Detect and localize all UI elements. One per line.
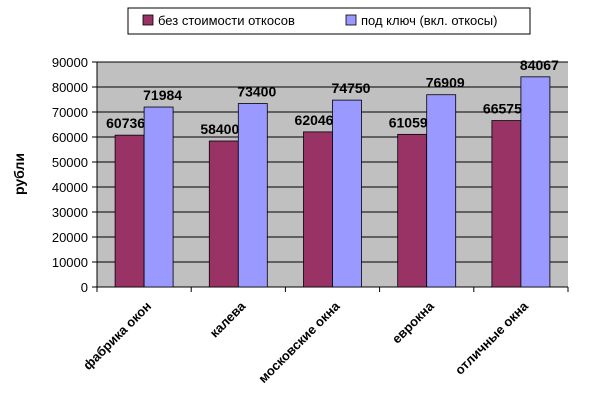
bar-series-2: [520, 76, 551, 288]
data-label: 66575: [483, 101, 522, 117]
legend-label-series-2: под ключ (вкл. откосы): [361, 13, 497, 28]
bar-series-1: [397, 133, 428, 288]
x-tick-label: фабрика окон: [80, 299, 154, 373]
y-tick-label: 30000: [52, 205, 88, 220]
data-label: 74750: [332, 80, 371, 96]
y-tick-label: 60000: [52, 130, 88, 145]
bar-series-2: [237, 103, 268, 288]
y-tick-label: 90000: [52, 55, 88, 70]
y-tick-label: 80000: [52, 80, 88, 95]
x-tick-label: московские окна: [255, 298, 343, 386]
legend: без стоимости откосов под ключ (вкл. отк…: [127, 7, 531, 35]
y-tick-label: 50000: [52, 155, 88, 170]
data-label: 58400: [200, 121, 239, 137]
legend-box: [127, 7, 531, 35]
bar-series-1: [114, 134, 145, 288]
bar-series-2: [332, 99, 362, 288]
y-tick-label: 10000: [52, 255, 88, 270]
y-tick-label: 70000: [52, 105, 88, 120]
x-tick-label: калева: [207, 298, 249, 340]
data-label: 61059: [389, 114, 428, 130]
y-tick-label: 40000: [52, 180, 88, 195]
y-tick-label: 0: [81, 280, 88, 295]
x-tick-label: еврокна: [389, 298, 437, 346]
data-label: 73400: [237, 84, 276, 100]
data-label: 60736: [106, 115, 145, 131]
bar-series-2: [143, 106, 174, 288]
bar-series-1: [208, 140, 239, 288]
data-label: 84067: [520, 57, 559, 73]
bar-series-1: [303, 131, 333, 288]
legend-swatch-series-2: [345, 14, 357, 26]
bar-series-1: [491, 120, 522, 288]
x-tick-label: отличные окна: [452, 298, 532, 378]
data-label: 62046: [295, 112, 334, 128]
bar-series-2: [426, 94, 457, 288]
legend-swatch-series-1: [142, 14, 154, 26]
y-tick-label: 20000: [52, 230, 88, 245]
data-label: 71984: [143, 87, 182, 103]
bars: [114, 76, 551, 288]
y-axis-title: рубли: [11, 153, 27, 195]
legend-label-series-1: без стоимости откосов: [158, 13, 295, 28]
data-label: 76909: [426, 75, 465, 91]
